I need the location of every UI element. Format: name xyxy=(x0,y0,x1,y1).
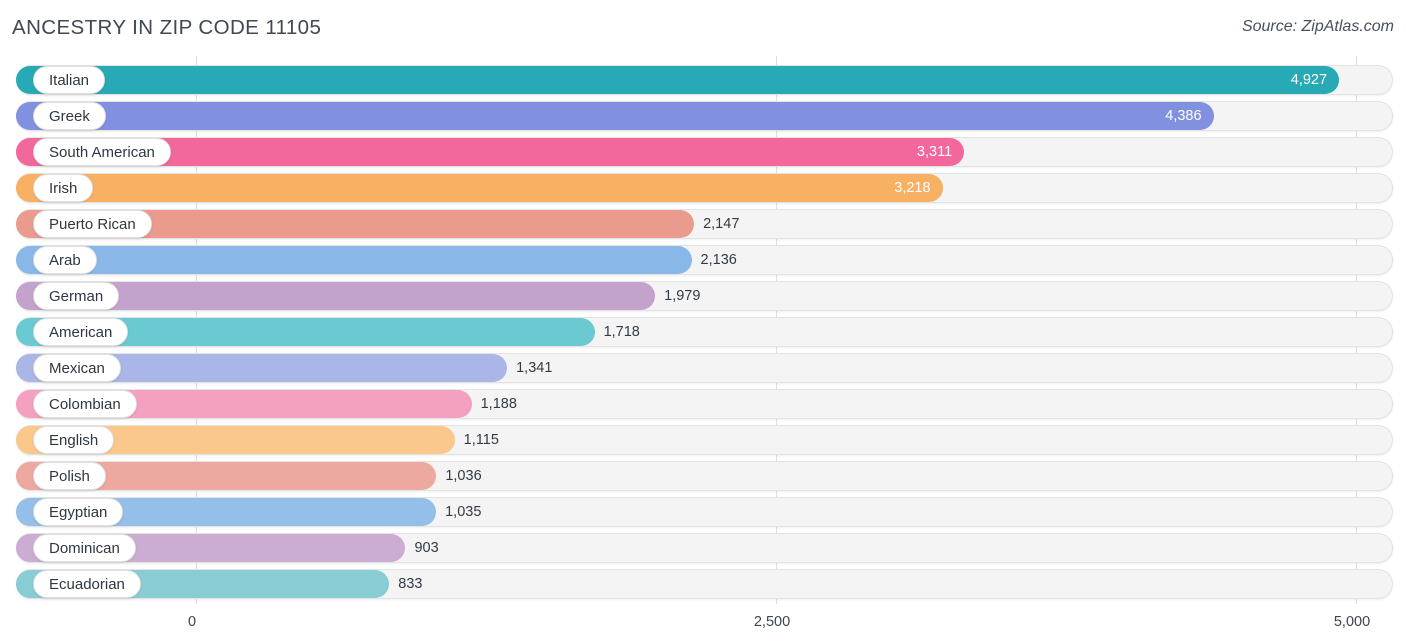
bar-value-label: 1,979 xyxy=(664,288,701,304)
x-axis-tick-label: 2,500 xyxy=(753,614,791,630)
value-bar[interactable] xyxy=(16,138,965,166)
bar-value-label: 1,188 xyxy=(480,396,517,412)
category-label-pill[interactable]: American xyxy=(33,318,129,346)
category-label-pill[interactable]: Polish xyxy=(33,462,106,490)
chart-plot-area: 4,927 Italian 4,386 Greek 3,311 South America… xyxy=(0,56,1406,604)
category-label-pill[interactable]: Irish xyxy=(33,174,94,202)
category-label-pill[interactable]: Dominican xyxy=(33,534,136,562)
category-label-pill[interactable]: English xyxy=(33,426,115,454)
category-label-pill[interactable]: South American xyxy=(33,138,171,166)
bar-value-label: 3,218 xyxy=(894,180,931,196)
value-bar[interactable] xyxy=(16,66,1340,94)
bar-value-label: 833 xyxy=(398,576,423,592)
bar-row[interactable]: 1,115 English xyxy=(0,422,1406,458)
category-label-pill[interactable]: Arab xyxy=(33,246,97,274)
bar-row[interactable]: 1,979 German xyxy=(0,278,1406,314)
bar-row[interactable]: 4,927 Italian xyxy=(0,62,1406,98)
category-label-pill[interactable]: Colombian xyxy=(33,390,137,418)
value-bar[interactable] xyxy=(16,282,656,310)
bar-row[interactable]: 3,218 Irish xyxy=(0,170,1406,206)
bar-value-label: 903 xyxy=(414,540,439,556)
bar-value-label: 4,927 xyxy=(1290,72,1328,88)
bar-value-label: 4,386 xyxy=(1165,108,1202,124)
bar-row[interactable]: 1,036 Polish xyxy=(0,458,1406,494)
bar-value-label: 2,147 xyxy=(703,216,740,232)
bar-value-label: 1,115 xyxy=(463,432,499,448)
bar-row[interactable]: 2,147 Puerto Rican xyxy=(0,206,1406,242)
category-label-pill[interactable]: Mexican xyxy=(33,354,121,382)
value-bar[interactable] xyxy=(16,102,1214,130)
category-label-pill[interactable]: German xyxy=(33,282,120,310)
chart-header: ANCESTRY IN ZIP CODE 11105 Source: ZipAt… xyxy=(0,0,1406,56)
bar-value-label: 1,718 xyxy=(603,324,640,340)
bar-row[interactable]: 1,188 Colombian xyxy=(0,386,1406,422)
category-label-pill[interactable]: Ecuadorian xyxy=(33,570,141,598)
bar-row[interactable]: 1,718 American xyxy=(0,314,1406,350)
category-label-pill[interactable]: Greek xyxy=(33,102,106,130)
source-attribution: Source: ZipAtlas.com xyxy=(1241,18,1394,35)
category-label-pill[interactable]: Italian xyxy=(33,66,106,94)
bar-row[interactable]: 4,386 Greek xyxy=(0,98,1406,134)
bar-row[interactable]: 2,136 Arab xyxy=(0,242,1406,278)
value-bar[interactable] xyxy=(16,174,943,202)
page-title: ANCESTRY IN ZIP CODE 11105 xyxy=(12,16,322,39)
bar-value-label: 3,311 xyxy=(916,144,953,160)
bar-row[interactable]: 833 Ecuadorian xyxy=(0,566,1406,602)
bar-row[interactable]: 3,311 South American xyxy=(0,134,1406,170)
bar-value-label: 1,035 xyxy=(445,504,482,520)
x-axis-tick-label: 5,000 xyxy=(1333,614,1371,630)
value-bar[interactable] xyxy=(16,246,692,274)
x-axis-tick-label: 0 xyxy=(187,614,197,630)
bar-value-label: 1,341 xyxy=(516,360,553,376)
x-axis: 0 2,500 5,000 xyxy=(0,604,1406,644)
bar-value-label: 1,036 xyxy=(445,468,482,484)
bar-row[interactable]: 903 Dominican xyxy=(0,530,1406,566)
category-label-pill[interactable]: Puerto Rican xyxy=(33,210,152,238)
category-label-pill[interactable]: Egyptian xyxy=(33,498,124,526)
bar-row[interactable]: 1,341 Mexican xyxy=(0,350,1406,386)
bar-row[interactable]: 1,035 Egyptian xyxy=(0,494,1406,530)
bar-value-label: 2,136 xyxy=(700,252,737,268)
